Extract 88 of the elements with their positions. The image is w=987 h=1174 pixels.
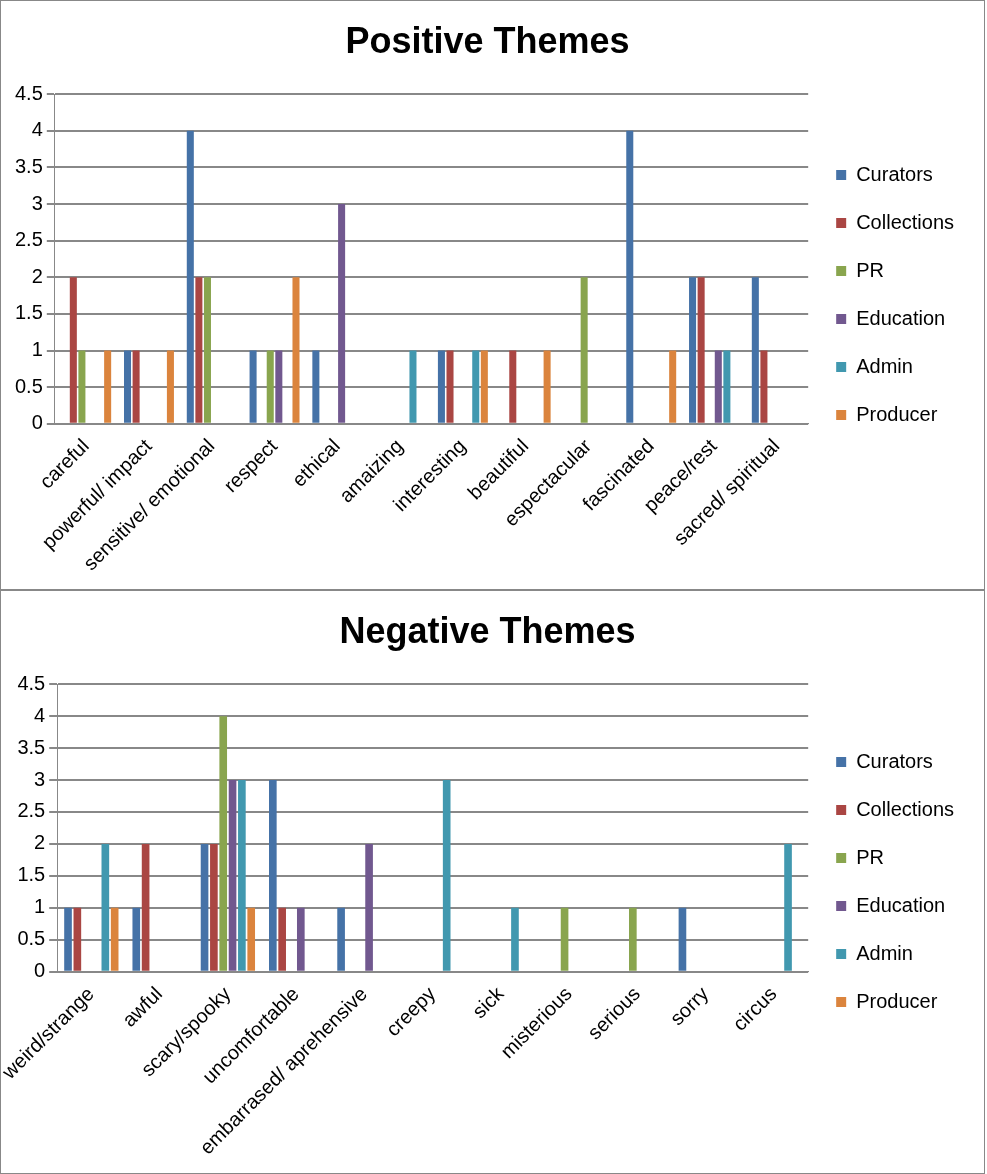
bar bbox=[560, 907, 569, 971]
y-tick-label: 0.5 bbox=[14, 374, 43, 397]
bar bbox=[629, 907, 637, 971]
chart-title: Negative Themes bbox=[339, 609, 636, 651]
bar bbox=[200, 843, 209, 971]
bar bbox=[247, 907, 256, 971]
legend-label: PR bbox=[856, 845, 884, 868]
legend-label: Curators bbox=[856, 749, 933, 772]
bar bbox=[132, 907, 141, 971]
y-tick-label: 0 bbox=[34, 959, 46, 982]
legend-label: Education bbox=[856, 306, 946, 329]
y-tick-label: 4.5 bbox=[17, 671, 46, 694]
bar bbox=[442, 780, 451, 971]
bar bbox=[365, 843, 373, 971]
legend-label: Education bbox=[856, 893, 946, 916]
bar bbox=[480, 350, 488, 423]
bar bbox=[104, 350, 112, 423]
y-tick-label: 4 bbox=[31, 118, 43, 141]
y-tick-label: 1.5 bbox=[17, 863, 46, 886]
bar bbox=[124, 350, 132, 423]
y-tick-label: 4.5 bbox=[14, 81, 43, 104]
y-tick-label: 2.5 bbox=[14, 228, 43, 251]
y-tick-label: 4 bbox=[34, 703, 46, 726]
bar bbox=[714, 350, 722, 423]
bar bbox=[472, 350, 480, 423]
y-tick-label: 1 bbox=[31, 338, 43, 361]
bar bbox=[296, 907, 305, 971]
bar bbox=[697, 277, 705, 423]
legend-label: Admin bbox=[856, 941, 913, 964]
bar bbox=[784, 843, 792, 971]
legend-label: Admin bbox=[856, 354, 913, 377]
y-tick-label: 3 bbox=[34, 767, 46, 790]
bar bbox=[73, 907, 82, 971]
bar bbox=[580, 277, 588, 423]
legend-label: Curators bbox=[856, 162, 933, 185]
bar bbox=[228, 780, 237, 971]
y-tick-label: 1.5 bbox=[14, 301, 43, 324]
y-tick-label: 3.5 bbox=[17, 735, 46, 758]
bar bbox=[337, 907, 345, 971]
y-tick-label: 3.5 bbox=[14, 154, 43, 177]
y-tick-label: 3 bbox=[31, 191, 43, 214]
bar bbox=[195, 277, 203, 423]
bar bbox=[312, 350, 320, 423]
bar bbox=[509, 350, 517, 423]
bar bbox=[132, 350, 140, 423]
bar bbox=[275, 350, 283, 423]
bar bbox=[64, 907, 72, 971]
bar bbox=[689, 277, 697, 423]
y-tick-label: 2.5 bbox=[17, 799, 46, 822]
bar bbox=[626, 130, 634, 423]
legend-label: Producer bbox=[856, 402, 938, 425]
bar bbox=[78, 350, 86, 423]
bar bbox=[203, 277, 211, 423]
bar bbox=[266, 350, 274, 423]
bar bbox=[511, 907, 519, 971]
bar bbox=[186, 130, 194, 423]
bar bbox=[409, 350, 417, 423]
bar bbox=[269, 780, 277, 971]
bar bbox=[219, 716, 228, 971]
bar bbox=[238, 780, 246, 971]
bar bbox=[446, 350, 454, 423]
legend-label: Producer bbox=[856, 989, 938, 1012]
bar bbox=[751, 277, 759, 423]
legend-label: PR bbox=[856, 258, 884, 281]
bar bbox=[141, 843, 150, 971]
bar bbox=[723, 350, 731, 423]
bar bbox=[669, 350, 677, 423]
bar bbox=[69, 277, 77, 423]
y-tick-label: 0.5 bbox=[17, 927, 46, 950]
y-tick-label: 2 bbox=[31, 264, 43, 287]
y-tick-label: 1 bbox=[34, 895, 46, 918]
bar bbox=[278, 907, 286, 971]
bar bbox=[437, 350, 445, 423]
bar bbox=[249, 350, 257, 423]
legend-label: Collections bbox=[856, 210, 955, 233]
bar bbox=[338, 204, 346, 423]
bar bbox=[110, 907, 119, 971]
y-tick-label: 0 bbox=[31, 411, 43, 434]
bar bbox=[210, 843, 218, 971]
bar bbox=[292, 277, 300, 423]
chart-title: Positive Themes bbox=[345, 19, 630, 61]
bar bbox=[543, 350, 551, 423]
bar bbox=[101, 843, 110, 971]
legend-label: Collections bbox=[856, 797, 955, 820]
y-tick-label: 2 bbox=[34, 831, 46, 854]
bar bbox=[760, 350, 768, 423]
bar bbox=[678, 907, 687, 971]
bar bbox=[166, 350, 174, 423]
